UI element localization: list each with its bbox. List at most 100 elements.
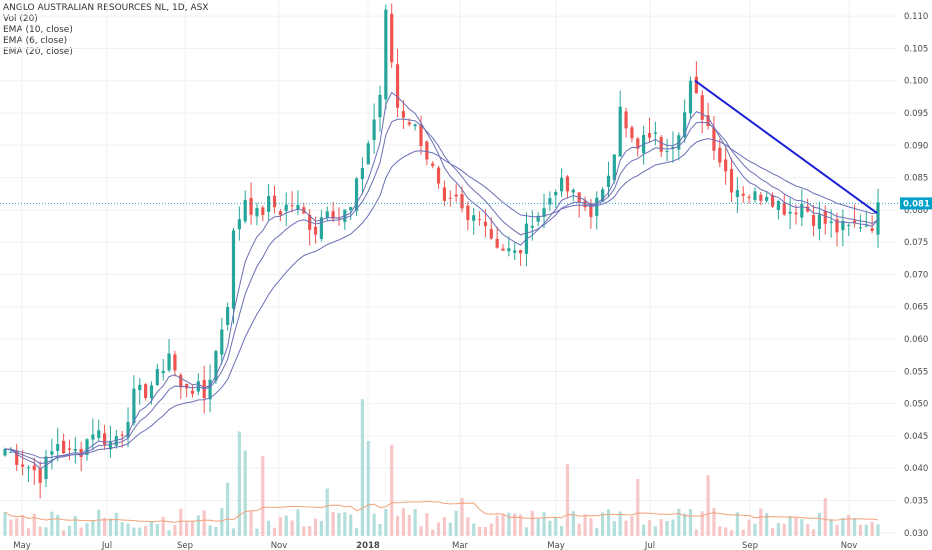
volume-bar	[501, 514, 505, 536]
volume-bar	[659, 519, 663, 536]
volume-bar	[226, 482, 230, 536]
volume-bar	[560, 526, 564, 536]
candle-body	[700, 95, 704, 120]
volume-bar	[296, 509, 300, 536]
candle-body	[144, 384, 148, 399]
volume-bar	[794, 517, 798, 536]
volume-bar	[155, 524, 159, 536]
x-tick-label: Jul	[644, 541, 655, 550]
volume-bar	[747, 519, 751, 536]
volume-bar	[308, 526, 312, 536]
last-price-label: 0.081	[903, 199, 930, 209]
volume-bar	[847, 514, 851, 536]
y-tick-label: 0.060	[904, 335, 928, 345]
volume-bar	[858, 524, 863, 536]
volume-bar	[811, 529, 816, 536]
candle-body	[718, 147, 722, 163]
candle-body	[91, 434, 95, 440]
volume-bar	[85, 523, 89, 536]
candle-body	[806, 206, 810, 212]
volume-bar	[624, 520, 628, 536]
volume-bar	[32, 513, 36, 536]
candle-body	[683, 112, 687, 138]
candle-body	[284, 204, 288, 211]
volume-bar	[132, 527, 136, 536]
volume-bar	[806, 523, 810, 536]
candle-body	[44, 456, 48, 480]
y-tick-label: 0.050	[904, 400, 928, 410]
volume-bar	[372, 513, 376, 536]
volume-bar	[167, 530, 171, 536]
y-tick-label: 0.090	[904, 141, 928, 151]
candle-body	[372, 119, 376, 140]
volume-bar	[817, 512, 822, 536]
x-tick-label: Sep	[177, 541, 193, 550]
last-price-tag	[900, 197, 932, 210]
volume-bar	[782, 523, 786, 536]
volume-bar	[67, 525, 72, 536]
volume-bar	[524, 527, 529, 536]
candle-body	[671, 146, 675, 149]
ema-10-label[interactable]: EMA (10, close)	[3, 25, 73, 35]
volume-bar	[706, 475, 710, 536]
volume-bar	[864, 524, 868, 536]
candle-body	[243, 199, 247, 222]
y-tick-label: 0.110	[904, 12, 928, 22]
y-tick-label: 0.030	[904, 529, 928, 539]
trend-line	[694, 79, 878, 214]
candle-body	[647, 133, 652, 138]
volume-bar	[419, 526, 423, 536]
candle-body	[61, 440, 66, 453]
volume-bar	[50, 511, 54, 536]
ema-20-label[interactable]: EMA (20, close)	[3, 47, 73, 57]
vol-indicator-label[interactable]: Vol (20)	[3, 14, 38, 24]
candle-body	[431, 163, 435, 166]
candle-body	[729, 168, 734, 193]
volume-bar	[220, 508, 224, 536]
volume-bar	[231, 528, 236, 536]
volume-bar	[325, 488, 329, 536]
candle-body	[149, 385, 154, 399]
candle-body	[612, 154, 616, 181]
x-tick-label: Nov	[841, 541, 858, 550]
volume-bar	[683, 513, 687, 536]
y-tick-label: 0.055	[904, 367, 928, 377]
volume-bar	[9, 519, 13, 536]
candle-body	[56, 444, 60, 451]
candle-body	[278, 211, 282, 215]
volume-bar	[536, 518, 540, 536]
volume-bar	[56, 515, 60, 536]
candle-body	[138, 384, 142, 391]
candle-body	[360, 168, 365, 180]
volume-bar	[97, 509, 101, 536]
candle-body	[735, 190, 739, 197]
volume-bar	[114, 512, 118, 536]
volume-bar	[343, 512, 347, 536]
volume-bar	[425, 513, 429, 536]
symbol-title: ANGLO AUSTRALIAN RESOURCES NL, 1D, ASX	[3, 3, 209, 13]
volume-bar	[489, 523, 493, 536]
volume-bar	[671, 519, 675, 536]
volume-bar	[454, 510, 458, 536]
candle-body	[782, 202, 786, 215]
price-axis[interactable]: 0.030 0.035 0.040 0.045 0.050 0.055 0.060 0.065…	[900, 12, 932, 539]
volume-bar	[823, 498, 827, 536]
candle-body	[442, 187, 447, 201]
volume-bar	[138, 527, 142, 536]
ema-6-label[interactable]: EMA (6, close)	[3, 36, 68, 46]
candle-body	[847, 225, 851, 227]
candle-body	[823, 210, 827, 224]
candle-body	[483, 221, 488, 227]
volume-bar	[196, 515, 200, 536]
candle-body	[460, 194, 464, 209]
time-axis[interactable]: May Jul Sep Nov 2018 Mar May Jul Sep Nov	[13, 541, 857, 550]
candle-body	[829, 221, 833, 224]
volume-bar	[618, 511, 622, 536]
x-tick-label: 2018	[356, 541, 380, 550]
volume-bar	[126, 523, 130, 536]
candle-body	[50, 451, 54, 455]
candlesticks	[3, 3, 880, 499]
candle-body	[554, 192, 558, 196]
volume-bar	[642, 524, 646, 536]
